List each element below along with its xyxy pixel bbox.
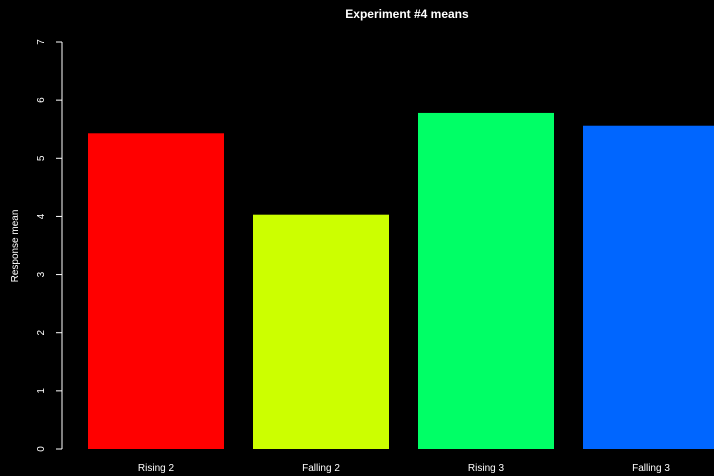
y-tick-label: 7 bbox=[36, 39, 47, 45]
bar-falling-2 bbox=[253, 214, 389, 449]
bar-rising-3 bbox=[418, 112, 554, 449]
y-tick-label: 1 bbox=[36, 388, 47, 394]
y-tick-label: 3 bbox=[36, 271, 47, 277]
y-axis-title: Response mean bbox=[10, 210, 21, 283]
y-tick-label: 5 bbox=[36, 155, 47, 161]
y-axis: 0 1 2 3 4 5 6 7 bbox=[36, 39, 63, 452]
category-labels: Rising 2 Falling 2 Rising 3 Falling 3 bbox=[138, 463, 670, 474]
bars-group bbox=[88, 112, 714, 450]
y-tick-label: 6 bbox=[36, 97, 47, 103]
y-tick-label: 4 bbox=[36, 213, 47, 219]
x-category-label: Falling 3 bbox=[632, 463, 670, 474]
bar-rising-2 bbox=[88, 133, 224, 449]
y-tick-label: 2 bbox=[36, 329, 47, 335]
x-category-label: Falling 2 bbox=[302, 463, 340, 474]
chart-title: Experiment #4 means bbox=[345, 7, 469, 21]
bar-falling-3 bbox=[583, 125, 714, 450]
y-tick-label: 0 bbox=[36, 446, 47, 452]
x-category-label: Rising 3 bbox=[468, 463, 505, 474]
x-category-label: Rising 2 bbox=[138, 463, 175, 474]
